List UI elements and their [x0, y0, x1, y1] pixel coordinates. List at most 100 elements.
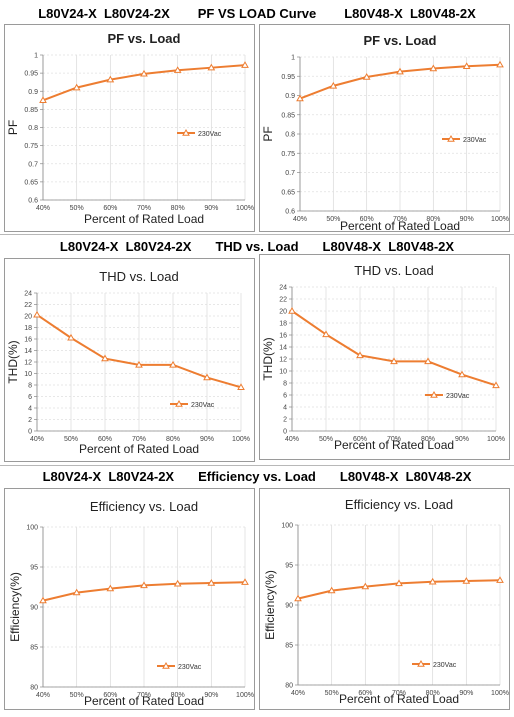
- pf-header-right-models: L80V48-X L80V48-2X: [344, 5, 476, 21]
- x-axis-label: Percent of Rated Load: [84, 694, 204, 708]
- legend-marker: [417, 659, 425, 667]
- chart-title: Efficiency vs. Load: [90, 499, 198, 514]
- legend-label: 230Vac: [446, 393, 470, 400]
- data-point: [361, 582, 370, 590]
- x-tick-label: 70%: [132, 436, 146, 443]
- x-tick-label: 100%: [491, 690, 509, 697]
- data-point: [140, 581, 148, 589]
- y-axis-label: THD(%): [6, 340, 20, 383]
- data-point: [428, 577, 437, 585]
- x-tick-label: 40%: [36, 692, 50, 699]
- data-point: [241, 61, 249, 68]
- y-tick-label: 8: [283, 381, 287, 388]
- efficiency-chart-right-panel: Efficiency vs. Load 80 85 90 95 100 40% 50% 60% 7…: [259, 488, 510, 710]
- x-tick-label: 40%: [30, 436, 44, 443]
- data-point: [140, 69, 148, 77]
- x-tick-label: 60%: [360, 216, 374, 223]
- efficiency-chart-right: Efficiency vs. Load 80 85 90 95 100 40% 50% 60% 7…: [263, 497, 509, 706]
- y-tick-label: 80: [285, 683, 293, 690]
- y-tick-label: 12: [279, 357, 287, 364]
- x-axis-label: Percent of Rated Load: [340, 219, 460, 233]
- y-tick-label: 0.8: [285, 132, 295, 139]
- data-point: [101, 354, 109, 362]
- x-tick-label: 80%: [171, 205, 185, 212]
- y-tick-label: 0.9: [28, 89, 38, 96]
- x-tick-label: 90%: [204, 692, 218, 699]
- x-tick-label: 90%: [200, 436, 214, 443]
- y-tick-label: 14: [24, 348, 32, 355]
- x-tick-label: 50%: [70, 692, 84, 699]
- legend-label: 230Vac: [191, 402, 215, 409]
- x-tick-label: 50%: [64, 436, 78, 443]
- x-axis-label: Percent of Rated Load: [84, 212, 204, 226]
- legend-label: 230Vac: [433, 662, 457, 669]
- thd-section-header: L80V24-X L80V24-2X THD vs. Load L80V48-X…: [0, 236, 514, 256]
- data-point: [39, 596, 47, 604]
- y-tick-label: 24: [24, 291, 32, 298]
- y-tick-label: 0.85: [281, 112, 295, 119]
- x-tick-label: 60%: [353, 436, 367, 443]
- data-point: [462, 576, 471, 584]
- x-tick-label: 60%: [98, 436, 112, 443]
- pf-chart-left: PF vs. Load 0.6 0.65 0.7 0.75 0.8 0.85 0.9 0.95 1…: [6, 31, 254, 226]
- y-tick-label: 20: [24, 314, 32, 321]
- x-tick-label: 50%: [70, 205, 84, 212]
- y-tick-label: 14: [279, 345, 287, 352]
- data-point: [72, 588, 81, 596]
- y-tick-label: 80: [30, 685, 38, 692]
- y-tick-label: 2: [283, 417, 287, 424]
- data-point: [390, 357, 398, 365]
- pf-header-title: PF VS LOAD Curve: [197, 5, 317, 21]
- y-tick-label: 0.8: [28, 125, 38, 132]
- data-point: [356, 351, 364, 359]
- thd-chart-right-panel: THD vs. Load 0 2 4 6 8 10 12 14 16 18 20 22 24 40% 50% 6…: [259, 254, 510, 460]
- y-tick-label: 100: [281, 523, 293, 530]
- x-tick-label: 80%: [166, 436, 180, 443]
- y-tick-label: 10: [24, 371, 32, 378]
- y-tick-label: 22: [279, 297, 287, 304]
- efficiency-section-header: L80V24-X L80V24-2X Efficiency vs. Load L…: [0, 466, 514, 486]
- y-tick-label: 95: [30, 565, 38, 572]
- data-point: [203, 373, 211, 381]
- x-tick-label: 40%: [293, 216, 307, 223]
- y-tick-label: 18: [279, 321, 287, 328]
- thd-chart-left-panel: THD vs. Load 0 2 4 6 8 10 12 14 16 18 20 22 24 40% 50% 6…: [4, 258, 255, 462]
- data-point: [106, 584, 115, 592]
- legend-marker: [447, 134, 455, 142]
- x-tick-label: 50%: [319, 436, 333, 443]
- pf-chart-left-panel: PF vs. Load 0.6 0.65 0.7 0.75 0.8 0.85 0.9 0.95 1…: [4, 24, 255, 232]
- y-axis-label: Efficiency(%): [8, 572, 22, 642]
- x-tick-label: 40%: [285, 436, 299, 443]
- y-tick-label: 6: [28, 394, 32, 401]
- y-tick-label: 16: [279, 333, 287, 340]
- y-tick-label: 0.65: [24, 179, 38, 186]
- data-point: [241, 578, 249, 585]
- legend-marker: [430, 390, 438, 398]
- x-tick-label: 100%: [232, 436, 250, 443]
- data-point: [429, 64, 438, 72]
- y-tick-label: 18: [24, 325, 32, 332]
- x-tick-label: 70%: [387, 436, 401, 443]
- x-tick-label: 70%: [137, 205, 151, 212]
- legend-marker: [175, 399, 183, 407]
- data-point: [237, 383, 245, 390]
- x-tick-label: 50%: [325, 690, 339, 697]
- y-tick-label: 24: [279, 285, 287, 292]
- pf-chart-right: PF vs. Load 0.6 0.65 0.7 0.75 0.8 0.85 0.9 0.95 1…: [261, 33, 509, 233]
- data-point: [33, 310, 41, 318]
- chart-title: PF vs. Load: [364, 33, 437, 48]
- x-tick-label: 40%: [291, 690, 305, 697]
- data-point: [327, 586, 336, 594]
- section-divider: [0, 465, 514, 466]
- legend-label: 230Vac: [178, 664, 202, 671]
- data-point: [169, 360, 177, 368]
- data-point: [322, 330, 330, 338]
- y-tick-label: 0.75: [281, 151, 295, 158]
- y-tick-label: 16: [24, 337, 32, 344]
- y-tick-label: 20: [279, 309, 287, 316]
- y-axis-label: Efficiency(%): [263, 570, 277, 640]
- chart-title: Efficiency vs. Load: [345, 497, 453, 512]
- y-tick-label: 0.6: [285, 209, 295, 216]
